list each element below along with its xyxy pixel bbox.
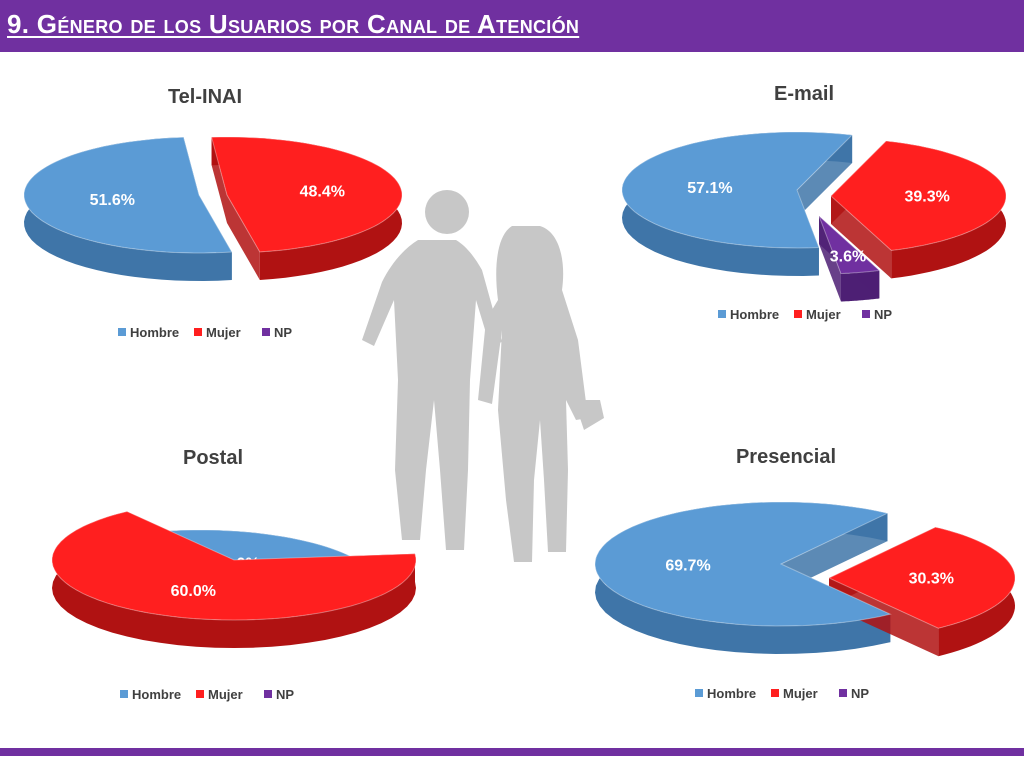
data-label: 60.0% — [171, 583, 216, 600]
pie-slice-np — [818, 215, 881, 274]
legend-label-mujer: Mujer — [208, 687, 243, 702]
legend: Hombre Mujer NP — [695, 686, 869, 701]
legend-label-mujer: Mujer — [806, 307, 841, 322]
pie-slice-mujer — [830, 140, 1007, 251]
data-label: 57.1% — [687, 180, 732, 197]
legend-label-np: NP — [874, 307, 892, 322]
legend-swatch-hombre — [120, 690, 128, 698]
chart-title: Presencial — [736, 446, 836, 468]
legend-swatch-hombre — [718, 310, 726, 318]
pie-slice-mujer — [827, 526, 1016, 629]
legend-label-mujer: Mujer — [783, 686, 818, 701]
legend-swatch-np — [862, 310, 870, 318]
chart-tel-inai: Tel-INAI 51.6% 48.4% Hombre Mujer NP — [23, 86, 403, 340]
legend-swatch-np — [262, 328, 270, 336]
couple-silhouette — [362, 190, 604, 562]
pie-slice-mujer — [51, 510, 417, 621]
pie-slice-wall — [831, 196, 892, 279]
legend-label-hombre: Hombre — [707, 686, 756, 701]
page-title: 9. Género de los Usuarios por Canal de A… — [7, 9, 580, 39]
pie-slice-wall — [819, 216, 841, 302]
data-label: 30.3% — [909, 571, 954, 588]
footer-bar — [0, 748, 1024, 756]
data-label: 51.6% — [90, 192, 135, 209]
legend: Hombre Mujer NP — [120, 687, 294, 702]
legend: Hombre Mujer NP — [118, 325, 292, 340]
pie-slice-hombre — [621, 131, 854, 249]
data-label: 3.6% — [830, 248, 866, 265]
legend-label-np: NP — [276, 687, 294, 702]
chart-title: E-mail — [774, 83, 834, 105]
data-label: 69.7% — [665, 557, 710, 574]
legend-label-hombre: Hombre — [130, 325, 179, 340]
chart-presencial: Presencial 69.7% 30.3% Hombre Mujer NP — [594, 446, 1016, 701]
pie-slice-side — [52, 511, 416, 648]
data-label: 39.3% — [905, 189, 950, 206]
pie-slice-hombre — [594, 501, 892, 627]
legend-swatch-np — [839, 689, 847, 697]
legend-swatch-np — [264, 690, 272, 698]
chart-title: Postal — [183, 447, 243, 469]
chart-title: Tel-INAI — [168, 86, 242, 108]
legend-swatch-hombre — [118, 328, 126, 336]
legend-label-mujer: Mujer — [206, 325, 241, 340]
legend: Hombre Mujer NP — [718, 307, 892, 322]
legend-swatch-hombre — [695, 689, 703, 697]
legend-swatch-mujer — [194, 328, 202, 336]
pie-slice-wall — [211, 137, 227, 223]
legend-swatch-mujer — [196, 690, 204, 698]
pie-slice-wall — [829, 578, 939, 657]
pie-slice-wall — [797, 134, 853, 218]
header-bar: 9. Género de los Usuarios por Canal de A… — [0, 0, 1024, 52]
pie-slice-wall — [227, 195, 260, 280]
legend-label-hombre: Hombre — [730, 307, 779, 322]
data-label: 48.4% — [300, 184, 345, 201]
pie-slice-wall — [781, 513, 888, 592]
pie-slice-hombre — [23, 136, 233, 254]
legend-label-np: NP — [274, 325, 292, 340]
legend-label-np: NP — [851, 686, 869, 701]
legend-label-hombre: Hombre — [132, 687, 181, 702]
chart-e-mail: E-mail 57.1% 39.3% 3.6% Hombre Mujer NP — [621, 83, 1007, 322]
legend-swatch-mujer — [794, 310, 802, 318]
legend-swatch-mujer — [771, 689, 779, 697]
pie-slice-mujer — [210, 136, 403, 253]
